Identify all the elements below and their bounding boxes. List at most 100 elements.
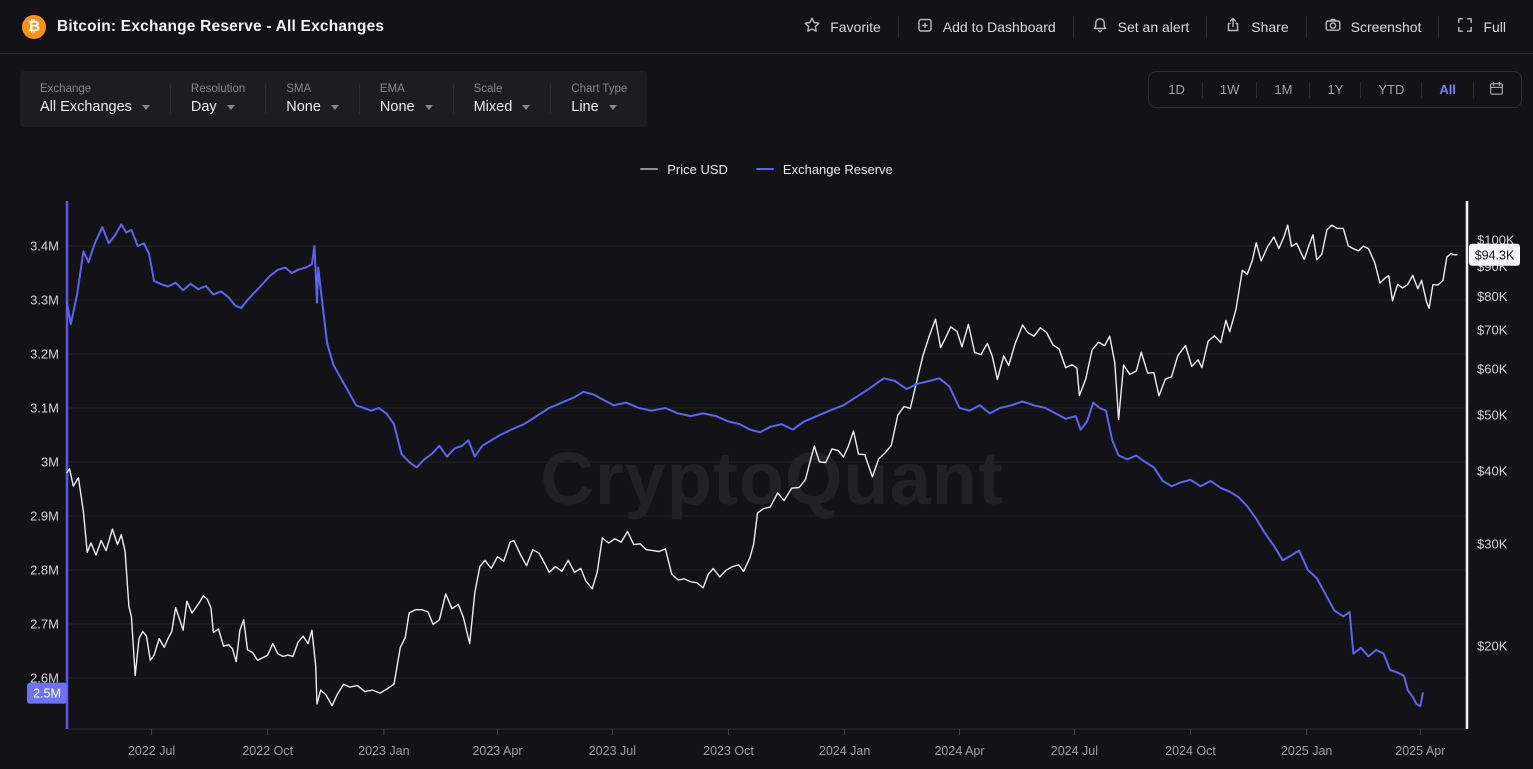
range-1y-button[interactable]: 1Y	[1310, 72, 1360, 107]
screenshot-button[interactable]: Screenshot	[1307, 12, 1439, 42]
x-tick-label: 2024 Jan	[819, 744, 870, 758]
range-1w-button[interactable]: 1W	[1203, 72, 1257, 107]
divider	[265, 84, 267, 114]
camera-icon	[1324, 16, 1342, 37]
right-axis-tick-label: $40K	[1477, 464, 1508, 479]
ema-label: EMA	[379, 83, 405, 95]
chart-canvas[interactable]: CryptoQuant 2022 Jul 2022 Oct 2023 Jan 2023 …	[0, 196, 1533, 769]
exchange-select[interactable]: Exchange All Exchanges	[20, 83, 170, 115]
calendar-button[interactable]	[1474, 72, 1519, 107]
left-axis-tick-label: 2.8M	[30, 563, 59, 578]
left-axis-tick-label: 3.2M	[30, 347, 59, 362]
bitcoin-icon: ₿	[22, 14, 46, 39]
ema-select[interactable]: EMA None	[360, 83, 453, 115]
chevron-down-icon	[522, 104, 531, 110]
divider	[897, 15, 899, 38]
reserve-value-badge	[27, 682, 67, 704]
divider	[1201, 81, 1203, 98]
right-axis-tick-label: $100K	[1477, 233, 1515, 248]
chart-legend: Price USD Exchange Reserve	[0, 159, 1533, 179]
right-axis-tick-label: $30K	[1477, 536, 1508, 551]
scale-value: Mixed	[473, 99, 513, 115]
divider	[1072, 15, 1074, 38]
fullscreen-icon	[1456, 16, 1474, 37]
x-tick-label: 2025 Apr	[1395, 744, 1445, 758]
bell-icon	[1091, 16, 1109, 37]
x-tick-label: 2023 Jul	[589, 744, 636, 758]
favorite-button[interactable]: Favorite	[786, 12, 898, 42]
chevron-down-icon	[330, 104, 339, 110]
dashboard-add-icon	[916, 16, 934, 37]
divider	[1421, 81, 1423, 98]
calendar-icon	[1488, 80, 1505, 100]
share-icon	[1224, 16, 1242, 37]
fullscreen-label: Full	[1483, 18, 1506, 35]
share-label: Share	[1251, 18, 1289, 35]
top-bar: ₿ Bitcoin: Exchange Reserve - All Exchan…	[0, 0, 1533, 54]
chart-area: CryptoQuant 2022 Jul 2022 Oct 2023 Jan 2023 …	[0, 196, 1533, 769]
chevron-down-icon	[141, 104, 150, 110]
page-title: Bitcoin: Exchange Reserve - All Exchange…	[57, 17, 385, 35]
reserve-badge-label: 2.5M	[33, 687, 61, 701]
add-to-dashboard-button[interactable]: Add to Dashboard	[899, 12, 1073, 42]
right-axis-tick-label: $70K	[1477, 322, 1508, 337]
range-all-button[interactable]: All	[1422, 72, 1473, 107]
resolution-select[interactable]: Resolution Day	[171, 83, 265, 115]
divider	[1473, 81, 1474, 98]
title-wrap: ₿ Bitcoin: Exchange Reserve - All Exchan…	[22, 14, 385, 39]
set-alert-label: Set an alert	[1117, 18, 1190, 35]
fullscreen-button[interactable]: Full	[1439, 12, 1523, 42]
exchange-reserve-swatch	[755, 167, 774, 171]
set-alert-button[interactable]: Set an alert	[1074, 12, 1207, 42]
divider	[452, 84, 454, 114]
legend-item-price-usd[interactable]: Price USD	[640, 162, 728, 177]
sma-value: None	[286, 99, 321, 115]
resolution-value: Day	[190, 99, 217, 115]
chart-controls-panel: Exchange All Exchanges Resolution Day SM…	[20, 71, 648, 127]
divider	[169, 84, 171, 114]
range-1m-button[interactable]: 1M	[1257, 72, 1309, 107]
divider	[1256, 81, 1258, 98]
scale-label: Scale	[473, 83, 503, 95]
sma-select[interactable]: SMA None	[266, 83, 359, 115]
toolbar: Exchange All Exchanges Resolution Day SM…	[0, 54, 1533, 127]
screenshot-label: Screenshot	[1350, 18, 1422, 35]
right-axis-tick-label: $50K	[1477, 407, 1508, 422]
range-1d-button[interactable]: 1D	[1151, 72, 1202, 107]
x-tick-label: 2024 Jul	[1051, 744, 1098, 758]
divider	[1206, 15, 1208, 38]
exchange-reserve-legend-label: Exchange Reserve	[782, 161, 893, 177]
scale-select[interactable]: Scale Mixed	[454, 83, 551, 115]
price-usd-line	[66, 224, 1458, 707]
left-axis-tick-label: 3.1M	[30, 401, 59, 416]
divider	[1309, 81, 1311, 98]
left-axis-tick-label: 2.9M	[30, 509, 59, 524]
x-tick-label: 2025 Jan	[1281, 744, 1332, 758]
x-tick-label: 2022 Jul	[128, 744, 175, 758]
divider	[1438, 15, 1440, 38]
time-range-selector: 1D 1W 1M 1Y YTD All	[1148, 71, 1522, 108]
chart-type-select[interactable]: Chart Type Line	[551, 83, 647, 115]
left-axis-tick-label: 3.3M	[30, 293, 59, 308]
chevron-down-icon	[226, 104, 235, 110]
price-usd-legend-label: Price USD	[667, 161, 728, 177]
legend-item-exchange-reserve[interactable]: Exchange Reserve	[755, 161, 893, 177]
divider	[1360, 81, 1362, 98]
share-button[interactable]: Share	[1207, 12, 1305, 42]
price-badge-label: $94.3K	[1475, 248, 1515, 262]
x-tick-label: 2023 Apr	[472, 744, 522, 758]
divider	[1305, 15, 1307, 38]
right-axis-tick-label: $60K	[1477, 361, 1508, 376]
ema-value: None	[379, 99, 415, 115]
add-to-dashboard-label: Add to Dashboard	[942, 18, 1056, 35]
chevron-down-icon	[424, 104, 433, 110]
x-tick-label: 2024 Apr	[934, 744, 984, 758]
right-axis-tick-label: $20K	[1477, 639, 1508, 654]
range-ytd-button[interactable]: YTD	[1361, 72, 1421, 107]
watermark: CryptoQuant	[540, 437, 1003, 520]
x-tick-label: 2022 Oct	[242, 744, 293, 758]
left-axis-tick-label: 2.7M	[30, 617, 59, 632]
exchange-reserve-line	[66, 223, 1424, 708]
divider	[550, 84, 552, 114]
